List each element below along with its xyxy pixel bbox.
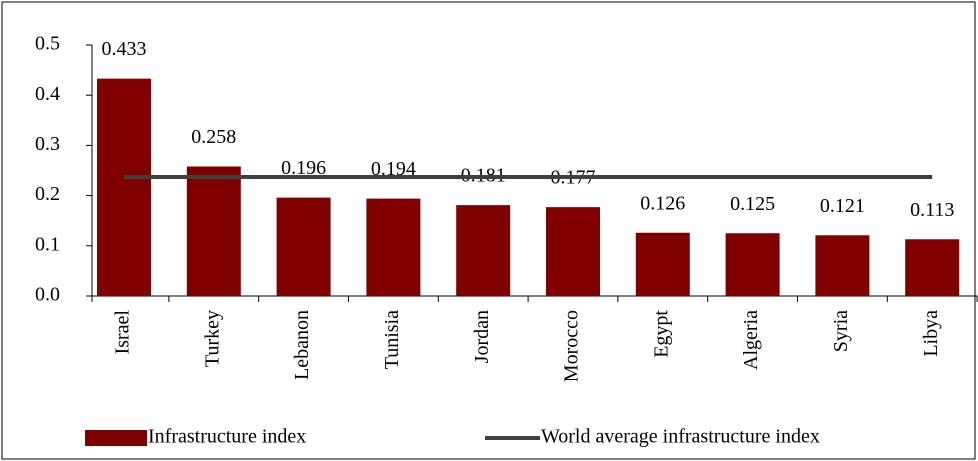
x-tick-label: Israel <box>112 310 134 355</box>
x-tick-label: Algeria <box>740 310 762 370</box>
value-label: 0.113 <box>910 199 954 221</box>
legend-label: World average infrastructure index <box>541 426 820 448</box>
bar <box>276 197 331 296</box>
bar <box>815 235 870 296</box>
bar <box>366 198 421 296</box>
x-tick-label: Libya <box>920 310 942 357</box>
x-tick-label: Egypt <box>650 310 672 358</box>
bar <box>456 205 511 296</box>
y-tick-label: 0.3 <box>35 133 60 155</box>
bar <box>635 232 690 296</box>
x-tick-label: Turkey <box>201 310 223 367</box>
bar <box>725 233 780 296</box>
y-tick-label: 0.0 <box>35 284 60 306</box>
x-tick-label: Syria <box>830 310 852 352</box>
value-label: 0.196 <box>281 157 326 179</box>
value-label: 0.433 <box>102 38 147 60</box>
y-tick-label: 0.1 <box>35 233 60 255</box>
y-tick-label: 0.5 <box>35 33 60 55</box>
bar <box>97 78 151 296</box>
y-tick-label: 0.4 <box>35 83 60 105</box>
value-label: 0.121 <box>820 195 865 217</box>
bar <box>905 239 960 296</box>
y-tick-label: 0.2 <box>35 183 60 205</box>
x-tick-label: Lebanon <box>291 310 313 380</box>
value-label: 0.258 <box>191 126 236 148</box>
x-tick-label: Morocco <box>561 310 583 382</box>
legend-swatch <box>85 430 147 446</box>
legend-label: Infrastructure index <box>148 426 306 448</box>
value-label: 0.126 <box>640 192 685 214</box>
value-label: 0.125 <box>730 193 775 215</box>
value-label: 0.194 <box>371 158 416 180</box>
bar <box>546 207 600 296</box>
x-tick-label: Jordan <box>471 310 493 363</box>
x-tick-label: Tunisia <box>381 310 403 369</box>
bar <box>186 166 241 296</box>
